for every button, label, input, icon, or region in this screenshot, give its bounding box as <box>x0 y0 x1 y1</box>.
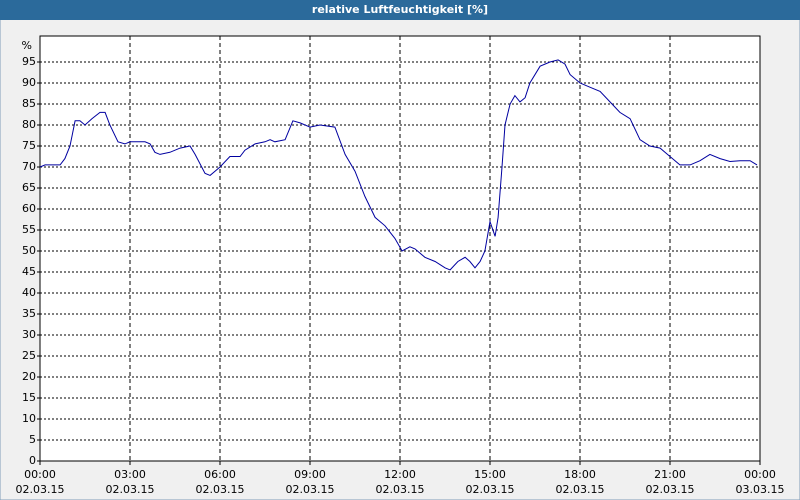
x-tick-date: 02.03.15 <box>556 483 605 496</box>
x-tick-date: 02.03.15 <box>376 483 425 496</box>
x-tick-date: 02.03.15 <box>466 483 515 496</box>
y-tick-label: 25 <box>22 349 36 362</box>
x-tick-date: 02.03.15 <box>106 483 155 496</box>
x-tick-label: 21:00 <box>654 468 686 481</box>
y-tick-label: 30 <box>22 328 36 341</box>
x-tick-label: 18:00 <box>564 468 596 481</box>
y-tick-label: 10 <box>22 412 36 425</box>
y-tick-label: 65 <box>22 181 36 194</box>
x-tick-date: 02.03.15 <box>646 483 695 496</box>
humidity-line <box>39 59 758 271</box>
x-tick-date: 02.03.15 <box>196 483 245 496</box>
y-tick-label: 20 <box>22 370 36 383</box>
x-tick-date: 02.03.15 <box>16 483 65 496</box>
x-tick-label: 15:00 <box>474 468 506 481</box>
y-tick-label: 60 <box>22 202 36 215</box>
y-tick-label: 5 <box>29 433 36 446</box>
y-tick-label: 80 <box>22 118 36 131</box>
x-tick-label: 12:00 <box>384 468 416 481</box>
chart-title: relative Luftfeuchtigkeit [%] <box>312 3 488 16</box>
y-tick-label: 95 <box>22 55 36 68</box>
y-tick-label: 35 <box>22 307 36 320</box>
y-tick-label: 75 <box>22 139 36 152</box>
x-tick-date: 02.03.15 <box>286 483 335 496</box>
y-tick-label: 90 <box>22 76 36 89</box>
x-tick-label: 03:00 <box>114 468 146 481</box>
y-tick-label: 70 <box>22 160 36 173</box>
y-tick-label: 50 <box>22 244 36 257</box>
title-bar <box>0 0 800 20</box>
x-tick-label: 00:00 <box>24 468 56 481</box>
y-tick-label: 15 <box>22 391 36 404</box>
x-tick-label: 00:00 <box>744 468 776 481</box>
x-tick-label: 09:00 <box>294 468 326 481</box>
x-tick-label: 06:00 <box>204 468 236 481</box>
y-tick-label: 55 <box>22 223 36 236</box>
x-tick-date: 03.03.15 <box>736 483 785 496</box>
y-tick-label: 40 <box>22 286 36 299</box>
y-unit: % <box>22 39 32 52</box>
y-tick-label: 85 <box>22 97 36 110</box>
y-tick-label: 45 <box>22 265 36 278</box>
y-tick-label: 0 <box>29 454 36 467</box>
